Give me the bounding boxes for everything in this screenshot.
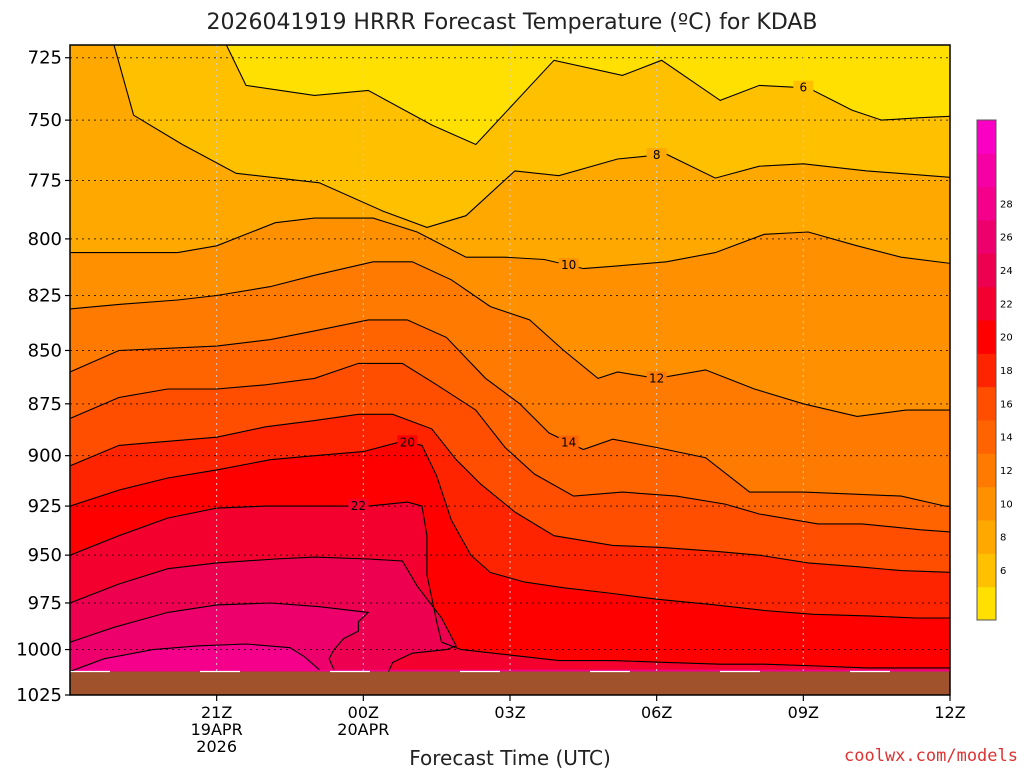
colorbar-segment-2 [977,520,996,554]
contour-label-10: 10 [561,258,576,272]
x-tick-label-19apr: 19APR [191,720,243,739]
chart-title: 2026041919 HRRR Forecast Temperature (ºC… [206,10,817,35]
colorbar-segment-14 [977,120,996,154]
contour-line-24 [70,556,457,674]
x-tick-label-12z: 12Z [934,703,965,722]
y-tick-label-800: 800 [28,229,62,250]
colorbar-label-26: 26 [1000,233,1013,244]
contour-label-bg-6 [793,80,814,95]
ground-fill [70,671,950,695]
y-tick-label-775: 775 [28,170,62,191]
contour-label-bg-10 [558,258,579,273]
colorbar-label-10: 10 [1000,499,1013,510]
colorbar-label-8: 8 [1000,533,1006,544]
colorbar-segment-6 [977,386,996,421]
colorbar-label-28: 28 [1000,199,1013,210]
contour-label-8: 8 [653,148,661,162]
contour-label-22: 22 [351,499,366,513]
y-tick-label-750: 750 [28,110,62,131]
colorbar-label-22: 22 [1000,299,1013,310]
y-tick-label-875: 875 [28,394,62,415]
colorbar-segment-10 [977,253,996,288]
colorbar-segment-1 [977,553,996,588]
colorbar-segment-4 [977,453,996,488]
x-tick-label-20apr: 20APR [337,720,389,739]
colorbar-segment-3 [977,486,996,521]
contour-line-6 [225,45,950,146]
contour-label-6: 6 [800,81,808,95]
ground-surface [70,670,950,695]
x-tick-label-03z: 03Z [494,703,525,722]
contour-label-bg-20 [397,435,418,450]
colorbar-label-16: 16 [1000,399,1013,410]
contour-line-22 [70,501,950,669]
colorbar-label-12: 12 [1000,466,1013,477]
colorbar-segment-8 [977,320,996,354]
contour-fills [70,45,950,695]
contour-line-20 [70,440,950,619]
contour-lines [70,45,950,674]
contour-label-bg-12 [646,371,667,386]
contour-labels: 6 8 10 12 14 20 22 [348,80,814,514]
y-tick-label-1000: 1000 [16,640,62,661]
colorbar-segment-7 [977,353,996,388]
colorbar-label-24: 24 [1000,266,1013,277]
contour-line-8 [70,45,950,228]
y-tick-label-725: 725 [28,48,62,69]
contour-label-20: 20 [400,435,415,449]
x-tick-label-06z: 06Z [641,703,672,722]
contour-line-28 [70,643,320,673]
colorbar-segment-11 [977,220,996,254]
contour-line-18 [70,413,950,573]
contour-label-14: 14 [561,435,576,449]
y-tick-label-975: 975 [28,593,62,614]
colorbar-segment-5 [977,420,996,454]
grid-lines [70,45,950,695]
colorbar-segment-12 [977,186,996,221]
y-tick-label-900: 900 [28,446,62,467]
colorbar-label-6: 6 [1000,566,1006,577]
colorbar-label-14: 14 [1000,433,1013,444]
contour-line-12 [70,261,950,417]
colorbar-label-18: 18 [1000,366,1013,377]
plot-area [70,45,950,695]
credit-link[interactable]: coolwx.com/models [844,746,1018,766]
y-tick-label-925: 925 [28,496,62,517]
contour-line-26 [70,602,370,670]
colorbar-label-20: 20 [1000,333,1013,344]
x-axis-title: Forecast Time (UTC) [409,746,611,768]
x-tick-label-21z: 21Z [201,703,232,722]
y-tick-label-825: 825 [28,286,62,307]
contour-label-bg-14 [558,435,579,450]
contour-line-16 [70,362,950,533]
x-tick-label-09z: 09Z [788,703,819,722]
x-tick-label-2026: 2026 [196,737,237,756]
colorbar-frame [976,119,997,621]
contour-line-14 [70,319,950,507]
colorbar: 6 8 10 12 14 16 18 20 22 24 26 28 [976,119,1013,621]
contour-label-12: 12 [649,371,664,385]
y-tick-label-1025: 1025 [16,685,62,706]
y-axis: 725 750 775 800 825 850 875 900 925 950 975 1000 102… [16,48,70,706]
y-tick-label-950: 950 [28,545,62,566]
colorbar-segment-9 [977,286,996,321]
x-tick-label-00z: 00Z [348,703,379,722]
colorbar-segment-13 [977,153,996,188]
colorbar-segment-0 [977,586,996,621]
contour-label-bg-22 [348,499,369,514]
contour-label-bg-8 [646,148,667,163]
y-tick-label-850: 850 [28,340,62,361]
